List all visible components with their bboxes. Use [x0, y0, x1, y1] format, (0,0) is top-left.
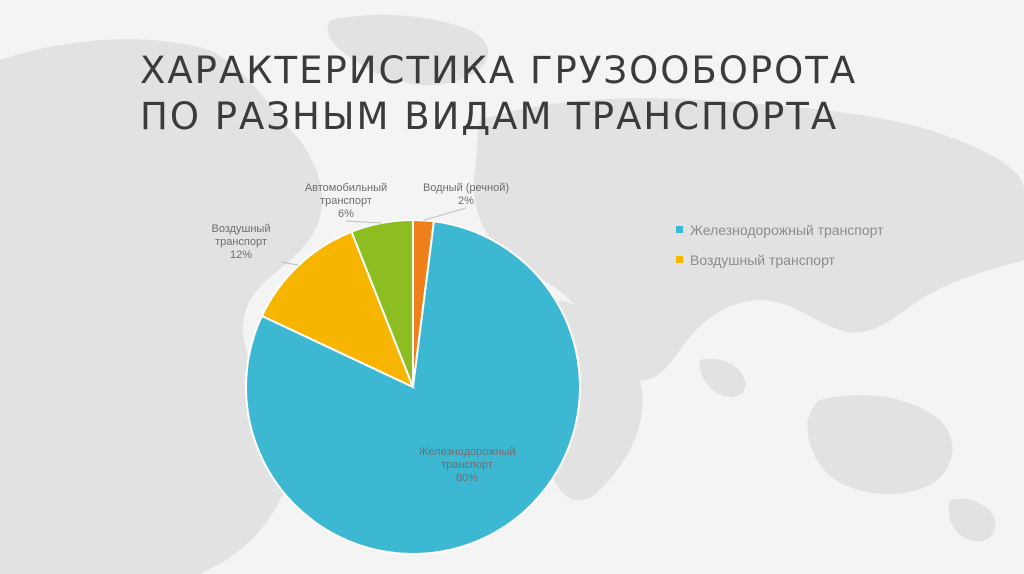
slice-label-auto: Автомобильный транспорт 6% [305, 182, 387, 220]
chart-legend: Железнодорожный транспорт Воздушный тран… [676, 220, 916, 280]
leader-line-auto [345, 220, 382, 224]
slice-label-water: Водный (речной) 2% [423, 182, 509, 207]
legend-label-rail: Железнодорожный транспорт [690, 222, 884, 238]
leader-line-air [280, 261, 299, 266]
legend-label-air: Воздушный транспорт [690, 252, 835, 268]
legend-item-air: Воздушный транспорт [676, 250, 916, 270]
slice-label-air: Воздушный транспорт 12% [211, 223, 270, 261]
slide-title-line-1: ХАРАКТЕРИСТИКА ГРУЗООБОРОТА [140, 49, 858, 92]
slice-label-rail: Железнодорожный транспорт 80% [418, 446, 515, 484]
legend-swatch-air [676, 256, 683, 263]
legend-swatch-rail [676, 226, 683, 233]
slide-title-line-2: ПО РАЗНЫМ ВИДАМ ТРАНСПОРТА [140, 95, 839, 138]
slide-title: ХАРАКТЕРИСТИКА ГРУЗООБОРОТА ПО РАЗНЫМ ВИ… [140, 48, 1000, 140]
legend-item-rail: Железнодорожный транспорт [676, 220, 916, 240]
leader-line-water [423, 207, 467, 221]
